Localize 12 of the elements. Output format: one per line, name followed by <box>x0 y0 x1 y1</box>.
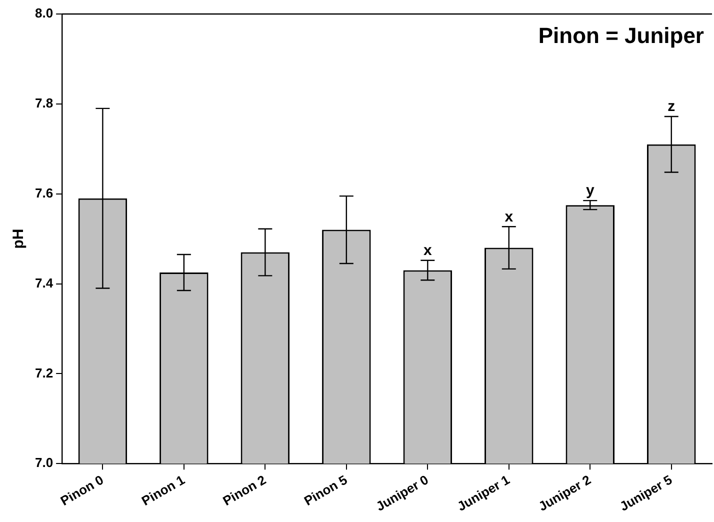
y-tick-label: 8.0 <box>34 6 54 21</box>
y-tick-label: 7.0 <box>34 455 54 470</box>
y-axis-title: pH <box>10 228 28 249</box>
annotation: y <box>586 182 595 200</box>
y-tick-label: 7.2 <box>34 365 54 380</box>
annotation: x <box>423 242 432 260</box>
annotation: z <box>668 98 676 116</box>
annotation: Pinon = Juniper <box>538 23 704 48</box>
annotation: x <box>504 208 514 226</box>
y-tick-label: 7.8 <box>34 95 54 110</box>
y-tick-label: 7.4 <box>34 275 54 290</box>
y-tick-label: 7.6 <box>34 185 54 200</box>
